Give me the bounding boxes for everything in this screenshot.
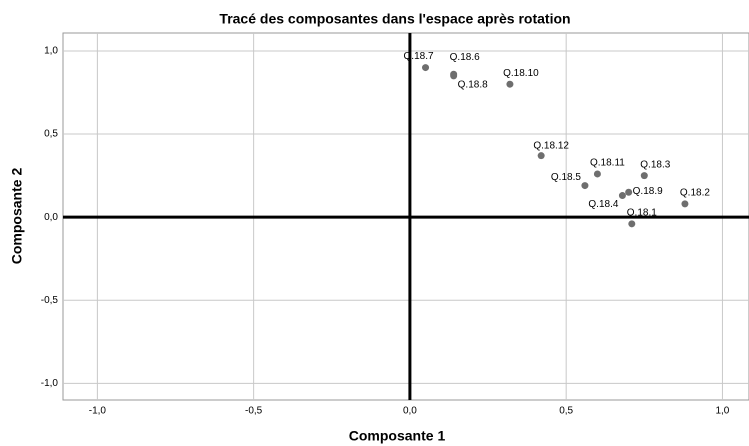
point-label: Q.18.10 — [503, 68, 539, 79]
point — [640, 172, 648, 180]
point — [422, 64, 430, 72]
point-label: Q.18.5 — [551, 172, 581, 183]
x-tick-label: 1,0 — [715, 406, 729, 417]
point — [618, 192, 626, 200]
point-label: Q.18.2 — [680, 188, 710, 199]
point — [681, 200, 689, 208]
point — [593, 170, 601, 178]
y-tick-label: 0,0 — [44, 212, 58, 223]
point — [537, 152, 545, 160]
y-tick-label: -0,5 — [41, 295, 59, 306]
x-tick-label: -0,5 — [245, 406, 263, 417]
point-label: Q.18.12 — [533, 140, 569, 151]
point-label: Q.18.7 — [404, 51, 434, 62]
point-label: Q.18.6 — [450, 52, 480, 63]
point-label: Q.18.8 — [458, 80, 488, 91]
x-tick-label: 0,5 — [559, 406, 573, 417]
point-label: Q.18.1 — [627, 207, 657, 218]
point — [581, 182, 589, 190]
y-tick-label: 1,0 — [44, 46, 58, 57]
point-label: Q.18.4 — [588, 199, 618, 210]
point — [450, 72, 458, 80]
y-axis-title: Composante 2 — [9, 168, 25, 265]
x-tick-label: -1,0 — [89, 406, 107, 417]
point-label: Q.18.9 — [633, 186, 663, 197]
point — [628, 220, 636, 228]
point — [625, 188, 633, 196]
point-label: Q.18.3 — [640, 159, 670, 170]
y-tick-label: -1,0 — [41, 378, 59, 389]
point — [506, 80, 514, 88]
x-tick-label: 0,0 — [403, 406, 417, 417]
x-axis-title: Composante 1 — [349, 428, 446, 444]
chart-title: Tracé des composantes dans l'espace aprè… — [219, 11, 570, 27]
point-label: Q.18.11 — [590, 158, 625, 169]
y-tick-label: 0,5 — [44, 129, 58, 140]
